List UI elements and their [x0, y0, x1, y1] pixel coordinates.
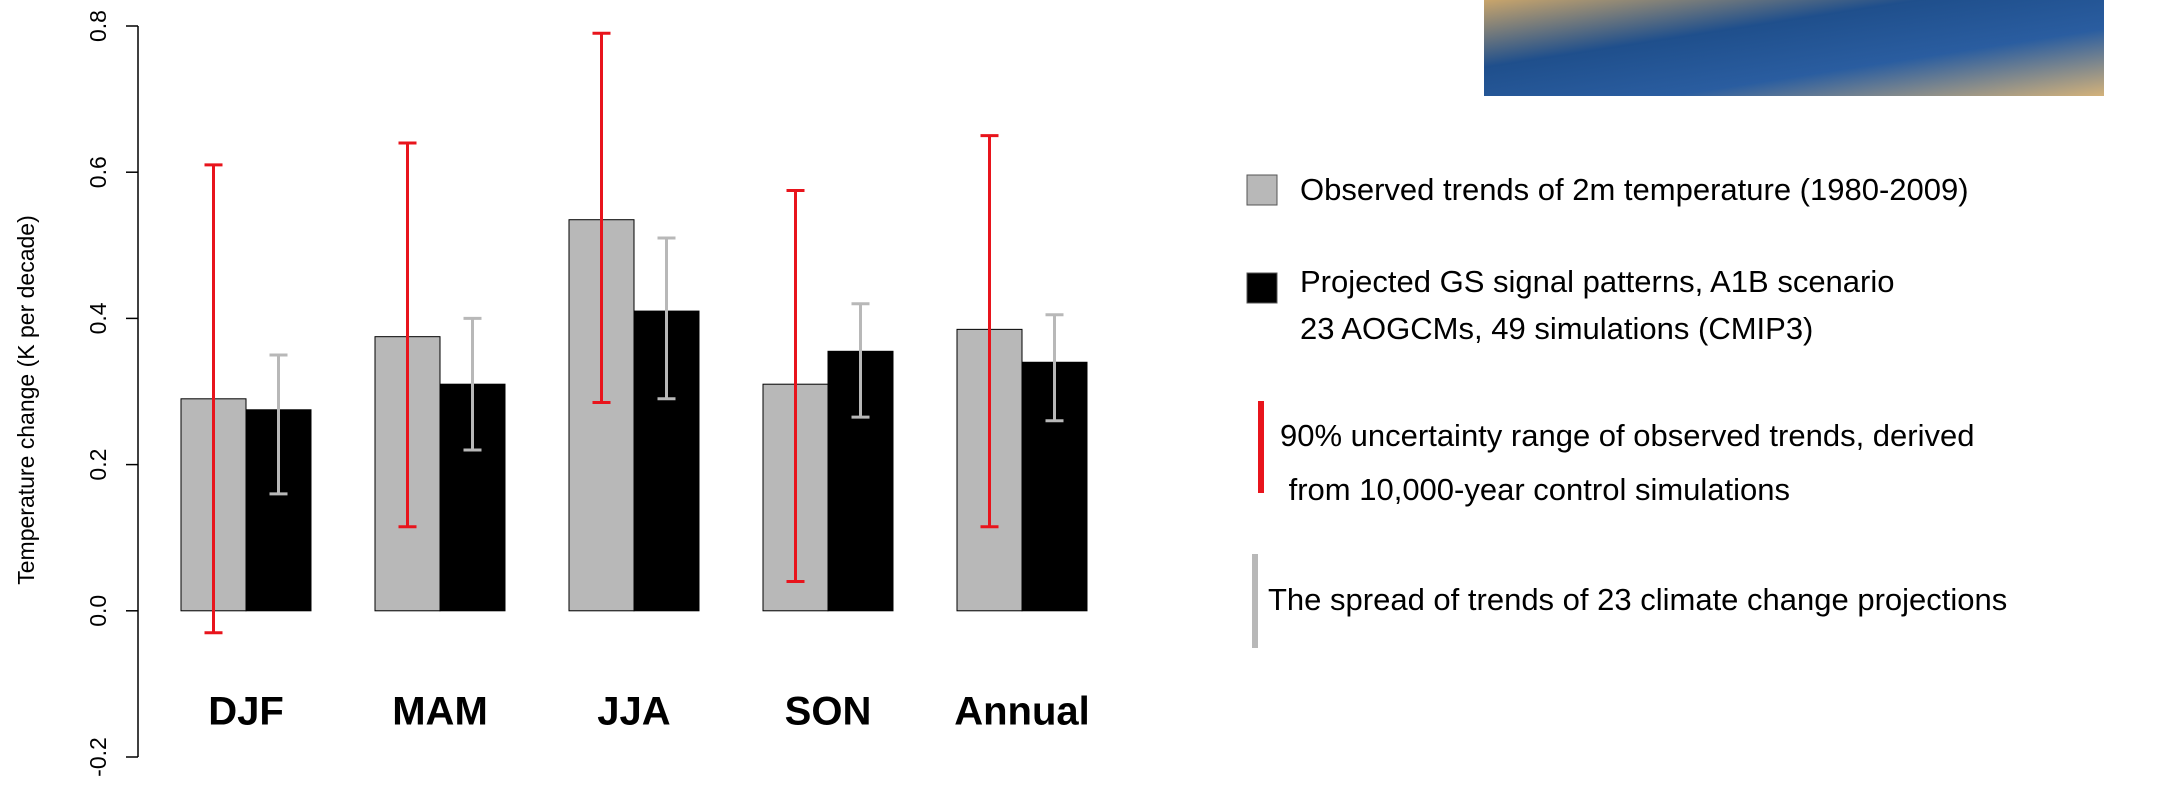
- y-tick-label: -0.2: [85, 737, 111, 777]
- legend-label: 90% uncertainty range of observed trends…: [1280, 418, 1974, 453]
- x-tick-label: Annual: [954, 690, 1090, 734]
- map-image: [1484, 0, 2104, 96]
- legend-label: from 10,000-year control simulations: [1280, 472, 1790, 507]
- legend-label: Projected GS signal patterns, A1B scenar…: [1300, 264, 1895, 299]
- legend-swatch: [1247, 175, 1277, 205]
- legend-label: Observed trends of 2m temperature (1980-…: [1300, 172, 1969, 207]
- y-tick-label: 0.6: [85, 156, 111, 188]
- y-tick-label: 0.0: [85, 595, 111, 627]
- chart: Temperature change (K per decade) -0.2 0.…: [0, 0, 2161, 787]
- y-tick-label: 0.4: [85, 302, 111, 334]
- legend-swatch: [1247, 273, 1277, 303]
- legend-label: 23 AOGCMs, 49 simulations (CMIP3): [1300, 311, 1813, 346]
- x-tick-label: SON: [785, 690, 872, 734]
- y-tick-label: 0.8: [85, 10, 111, 42]
- legend-label: The spread of trends of 23 climate chang…: [1268, 582, 2007, 617]
- x-tick-label: MAM: [392, 690, 488, 734]
- x-tick-label: DJF: [208, 690, 284, 734]
- x-tick-label: JJA: [597, 690, 670, 734]
- y-tick-label: 0.2: [85, 449, 111, 481]
- y-axis-label: Temperature change (K per decade): [13, 215, 39, 585]
